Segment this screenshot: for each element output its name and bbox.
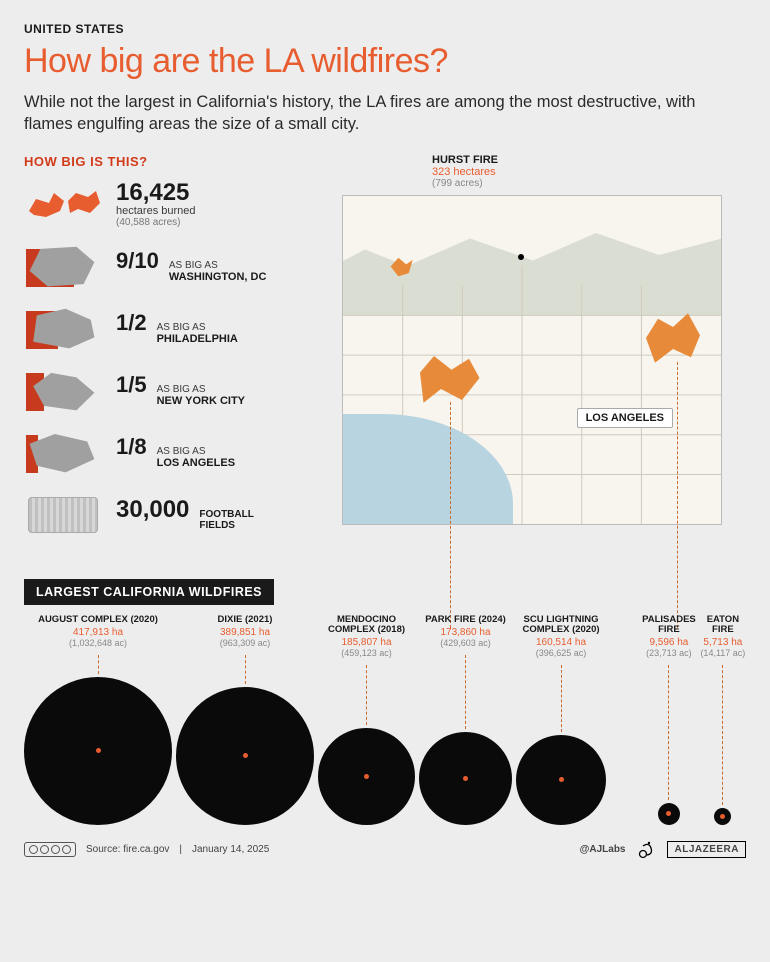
hurst-ha: 323 hectares [432, 166, 746, 178]
fire-name: PARK FIRE (2024) [425, 615, 506, 625]
comp-football: 30,000 FOOTBALL FIELDS [24, 491, 324, 539]
football-value: 30,000 [116, 498, 189, 522]
fire-circle [714, 808, 731, 825]
fire-ha: 417,913 ha [73, 627, 123, 638]
fire-col: PARK FIRE (2024) 173,860 ha (429,603 ac) [419, 615, 512, 825]
largest-wildfires: LARGEST CALIFORNIA WILDFIRES AUGUST COMP… [24, 579, 746, 825]
footer-source: Source: fire.ca.gov [86, 844, 169, 855]
comp-frac: 9/10 [116, 250, 159, 272]
footer-handle: @AJLabs [580, 844, 626, 855]
map-hurst-dot [518, 254, 524, 260]
fire-circle [658, 803, 680, 825]
fire-ac: (429,603 ac) [440, 638, 491, 648]
fire-name: DIXIE (2021) [218, 615, 273, 625]
fire-ha: 389,851 ha [220, 627, 270, 638]
fire-col: MENDOCINO COMPLEX (2018) 185,807 ha (459… [318, 615, 415, 825]
fire-ac: (14,117 ac) [700, 648, 745, 658]
burned-line1: hectares burned [116, 205, 196, 217]
fire-ac: (396,625 ac) [536, 648, 587, 658]
fire-name: EATON FIRE [700, 615, 746, 636]
fire-ac: (1,032,648 ac) [69, 638, 127, 648]
comp-frac: 1/8 [116, 436, 147, 458]
footer: Source: fire.ca.gov | January 14, 2025 @… [24, 839, 746, 861]
map-la-label: LOS ANGELES [577, 408, 673, 428]
comp-city: LOS ANGELES [157, 457, 235, 469]
fire-col: EATON FIRE 5,713 ha (14,117 ac) [700, 615, 746, 825]
fire-ha: 9,596 ha [649, 637, 688, 648]
headline: How big are the LA wildfires? [24, 42, 746, 81]
fire-ac: (23,713 ac) [646, 648, 692, 658]
footer-divider: | [179, 844, 182, 855]
fire-circle [419, 732, 512, 825]
dek: While not the largest in California's hi… [24, 91, 704, 136]
comp-city: NEW YORK CITY [157, 395, 245, 407]
comp-frac: 1/5 [116, 374, 147, 396]
lcw-title: LARGEST CALIFORNIA WILDFIRES [24, 579, 274, 605]
comp-city: PHILADELPHIA [157, 333, 238, 345]
fire-col: PALISADES FIRE 9,596 ha (23,713 ac) [642, 615, 696, 825]
fire-ha: 5,713 ha [703, 637, 742, 648]
burned-value: 16,425 [116, 181, 196, 205]
fire-ha: 185,807 ha [341, 637, 391, 648]
football-label: FOOTBALL FIELDS [199, 509, 253, 531]
footer-date: January 14, 2025 [192, 844, 269, 855]
comp-2: 1/5 AS BIG AS NEW YORK CITY [24, 367, 324, 415]
fire-name: MENDOCINO COMPLEX (2018) [318, 615, 415, 636]
how-big-panel: HOW BIG IS THIS? 16,425 hectares burned … [24, 154, 324, 553]
cc-badge [24, 842, 76, 857]
comp-frac: 1/2 [116, 312, 147, 334]
fire-circle [318, 728, 415, 825]
burned-line2: (40,588 acres) [116, 217, 196, 228]
fire-circle [176, 687, 314, 825]
comp-3: 1/8 AS BIG AS LOS ANGELES [24, 429, 324, 477]
fire-name: PALISADES FIRE [642, 615, 696, 636]
comp-asbigas: AS BIG AS [169, 260, 267, 271]
comp-asbigas: AS BIG AS [157, 446, 235, 457]
fire-ac: (459,123 ac) [341, 648, 392, 658]
fire-ha: 173,860 ha [440, 627, 490, 638]
hurst-ac: (799 acres) [432, 178, 746, 189]
kicker: UNITED STATES [24, 22, 746, 36]
aj-brand: ALJAZEERA [667, 841, 746, 858]
comp-total: 16,425 hectares burned (40,588 acres) [24, 181, 324, 229]
how-big-title: HOW BIG IS THIS? [24, 154, 324, 169]
fire-col: DIXIE (2021) 389,851 ha (963,309 ac) [176, 615, 314, 825]
comp-asbigas: AS BIG AS [157, 322, 238, 333]
fire-col: SCU LIGHTNING COMPLEX (2020) 160,514 ha … [516, 615, 606, 825]
fire-circle [516, 735, 606, 825]
fire-name: AUGUST COMPLEX (2020) [38, 615, 158, 625]
hurst-name: HURST FIRE [432, 154, 746, 166]
fire-name: SCU LIGHTNING COMPLEX (2020) [516, 615, 606, 636]
comp-0: 9/10 AS BIG AS WASHINGTON, DC [24, 243, 324, 291]
fire-col: AUGUST COMPLEX (2020) 417,913 ha (1,032,… [24, 615, 172, 825]
comp-asbigas: AS BIG AS [157, 384, 245, 395]
fire-ha: 160,514 ha [536, 637, 586, 648]
la-map: LOS ANGELES [342, 195, 722, 525]
fire-circle [24, 677, 172, 825]
fire-ac: (963,309 ac) [220, 638, 271, 648]
aj-logo-icon [635, 839, 657, 861]
comp-city: WASHINGTON, DC [169, 271, 267, 283]
map-panel: HURST FIRE 323 hectares (799 acres) [342, 154, 746, 553]
comp-1: 1/2 AS BIG AS PHILADELPHIA [24, 305, 324, 353]
